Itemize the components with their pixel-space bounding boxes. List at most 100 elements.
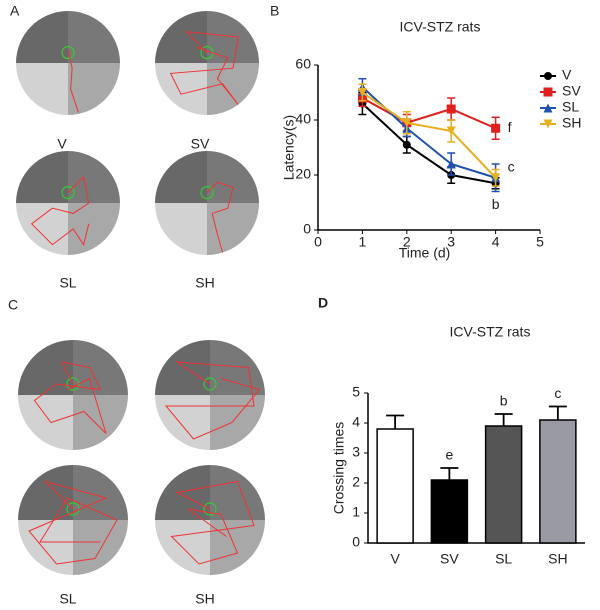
y-axis-label: Latency(s)	[281, 115, 297, 180]
chart-title: ICV-STZ rats	[400, 19, 481, 35]
series-line	[361, 86, 496, 179]
maze-quadrant	[207, 151, 259, 203]
y-tick-label: 5	[352, 384, 360, 400]
platform	[61, 45, 75, 60]
swim-path	[206, 181, 234, 253]
y-tick-label: 4	[352, 414, 360, 430]
marker	[357, 88, 367, 97]
swim-path	[33, 361, 107, 434]
platform	[61, 186, 75, 200]
y-tick-label: 40	[295, 111, 311, 127]
significance-letter: e	[445, 447, 453, 463]
maze-quadrant	[18, 520, 73, 575]
maze-quadrant	[16, 151, 68, 203]
legend-marker	[543, 87, 553, 97]
maze-quadrant	[207, 11, 259, 63]
maze-quadrant	[210, 340, 265, 395]
significance-letter: b	[500, 393, 508, 409]
x-tick-label: SV	[440, 551, 459, 567]
series-line	[361, 91, 497, 179]
maze-quadrant	[73, 520, 128, 575]
platform	[66, 502, 80, 516]
y-tick-label: 3	[352, 444, 360, 460]
swim-path	[164, 361, 261, 440]
y-tick-label: 60	[295, 56, 311, 72]
maze-quadrant	[207, 203, 259, 255]
maze-quadrant	[155, 11, 207, 63]
legend-label: SL	[562, 99, 579, 115]
bar	[430, 479, 469, 544]
marker	[446, 104, 456, 114]
maze-quadrant	[18, 465, 73, 520]
swim-path	[28, 480, 118, 565]
maze-quadrant	[68, 203, 120, 255]
swim-path	[67, 49, 79, 113]
maze-quadrant	[68, 11, 120, 63]
error-bar	[548, 405, 567, 420]
group-label: SH	[195, 591, 214, 607]
maze-quadrant	[155, 340, 210, 395]
significance-letter: b	[492, 196, 500, 212]
series-line	[361, 102, 496, 185]
panel-letter: A	[10, 3, 20, 19]
error-bar	[494, 413, 513, 426]
bar	[539, 419, 577, 544]
panel-letter: C	[8, 297, 18, 313]
x-tick-label: 3	[447, 234, 455, 250]
x-tick-label: V	[390, 551, 400, 567]
maze-quadrant	[16, 203, 68, 255]
maze-quadrant	[73, 465, 128, 520]
group-label: SH	[195, 275, 214, 291]
marker	[491, 123, 501, 133]
marker	[446, 159, 456, 169]
swim-path	[30, 175, 90, 246]
legend-label: SH	[562, 115, 581, 131]
x-tick-label: 5	[536, 234, 544, 250]
y-axis-label: Crossing times	[331, 422, 347, 515]
series-line	[361, 97, 496, 130]
significance-letter: c	[508, 158, 515, 174]
maze-quadrant	[68, 151, 120, 203]
panel-letter: B	[270, 3, 279, 19]
x-axis-label: Time (d)	[399, 245, 451, 261]
legend-marker	[544, 72, 552, 80]
platform	[203, 502, 217, 516]
maze-quadrant	[18, 395, 73, 450]
group-label: SV	[191, 136, 210, 152]
platform	[200, 186, 214, 200]
x-tick-label: 0	[314, 234, 322, 250]
legend-marker	[543, 103, 553, 113]
y-tick-label: 0	[303, 221, 311, 237]
x-tick-label: 1	[359, 234, 367, 250]
bar	[484, 425, 523, 544]
legend-label: SV	[562, 83, 581, 99]
swim-path	[169, 31, 239, 105]
group-label: SL	[59, 275, 76, 291]
swim-path	[170, 480, 255, 565]
y-tick-label: 0	[352, 534, 360, 550]
y-tick-label: 1	[352, 504, 360, 520]
y-tick-label: 2	[352, 474, 360, 490]
marker	[402, 140, 411, 149]
platform	[203, 377, 217, 391]
maze-quadrant	[16, 11, 68, 63]
bar	[376, 428, 414, 544]
legend-label: V	[562, 67, 572, 83]
maze-quadrant	[155, 151, 207, 203]
chart-title: ICV-STZ rats	[450, 324, 531, 340]
maze-quadrant	[210, 520, 265, 575]
marker	[446, 126, 456, 136]
x-tick-label: 4	[492, 234, 500, 250]
maze-quadrant	[68, 63, 120, 115]
marker	[402, 118, 412, 128]
x-tick-label: 2	[403, 234, 411, 250]
maze-quadrant	[207, 63, 259, 115]
error-bar	[440, 467, 459, 480]
significance-letter: c	[554, 385, 561, 401]
maze-quadrant	[210, 465, 265, 520]
group-label: V	[57, 136, 67, 152]
x-tick-label: SH	[548, 551, 567, 567]
significance-letter: f	[508, 119, 512, 135]
y-tick-label: 20	[295, 166, 311, 182]
